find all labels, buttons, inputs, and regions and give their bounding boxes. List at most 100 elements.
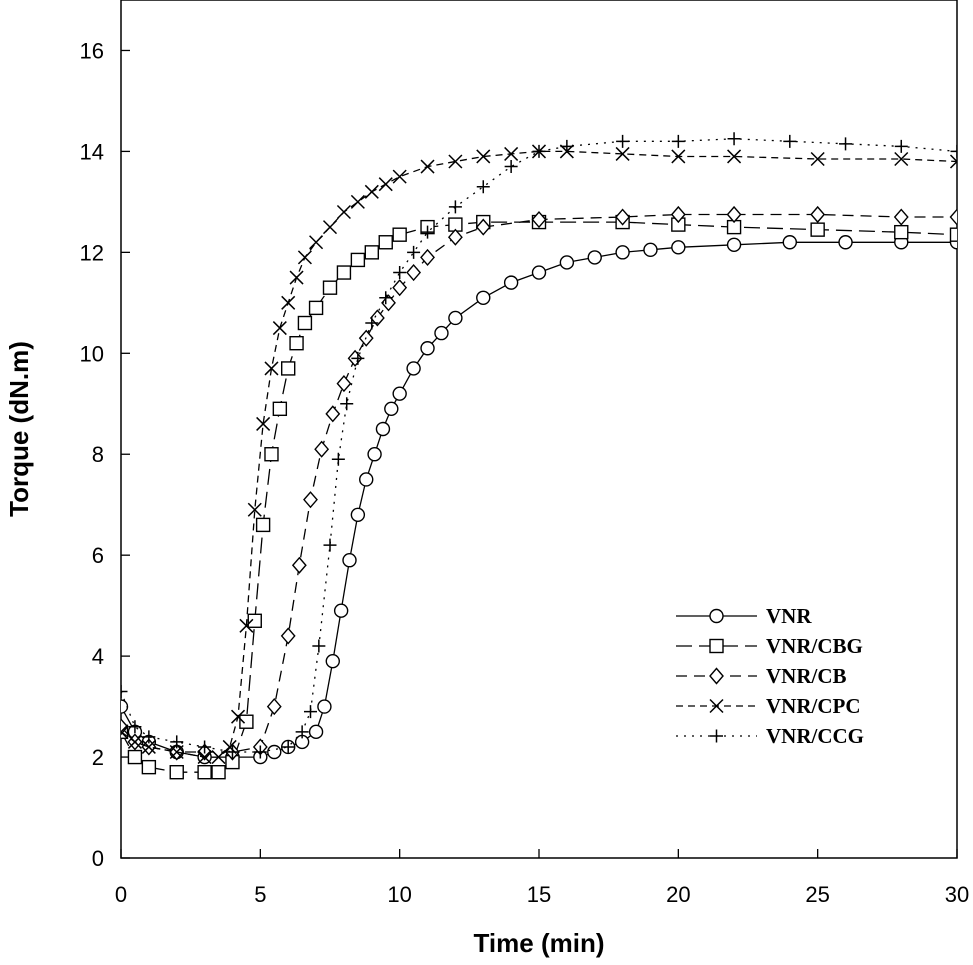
data-point-vnr-cbg [197, 765, 212, 780]
x-tick-label: 5 [254, 882, 266, 907]
data-point-vnr-cb [266, 698, 282, 716]
legend-label-vnr-cb: VNR/CB [766, 664, 847, 688]
y-axis-ticks: 0 2 4 6 8 10 12 14 16 [80, 38, 130, 871]
legend-marker-vnr-ccg [710, 729, 723, 743]
data-point-vnr [406, 361, 421, 376]
data-point-vnr [392, 386, 407, 401]
data-point-vnr-cb [447, 228, 463, 246]
data-point-vnr [615, 245, 630, 260]
series-line-vnr-cbg [121, 221, 957, 773]
data-point-vnr-ccg [560, 139, 574, 153]
data-point-vnr-cbg [247, 613, 262, 628]
data-point-vnr-ccg [312, 639, 326, 653]
data-point-vnr-cbg [281, 361, 296, 376]
data-point-vnr-cb [280, 627, 296, 645]
data-point-vnr-ccg [351, 351, 365, 365]
legend-label-vnr-cpc: VNR/CPC [766, 694, 861, 718]
data-point-vnr-cpc [671, 149, 686, 164]
data-point-vnr-cb [670, 205, 686, 224]
data-point-vnr [448, 310, 463, 326]
data-point-vnr-cpc [392, 169, 407, 184]
data-point-vnr-ccg [379, 291, 393, 305]
data-point-vnr-cbg [289, 336, 304, 351]
series-line-vnr-ccg [121, 138, 957, 753]
data-point-vnr-cbg [364, 245, 379, 260]
y-tick-label: 4 [92, 644, 104, 669]
data-point-vnr-cbg [239, 714, 254, 729]
legend-marker-vnr-cb [709, 667, 724, 685]
data-point-vnr-cpc [378, 177, 393, 192]
data-point-vnr-cpc [247, 502, 262, 517]
legend-label-vnr-ccg: VNR/CCG [766, 724, 864, 748]
y-tick-label: 8 [92, 442, 104, 467]
data-point-vnr-cpc [949, 154, 957, 169]
data-point-vnr-ccg [476, 180, 490, 194]
data-point-vnr-cpc [197, 750, 212, 765]
data-point-vnr-ccg [295, 725, 309, 739]
data-point-vnr-cbg [121, 724, 129, 740]
legend-marker-vnr-cpc [709, 698, 724, 714]
data-point-vnr-cpc [727, 149, 742, 164]
data-point-vnr [317, 699, 332, 714]
data-point-vnr-ccg [504, 160, 518, 174]
data-point-vnr-ccg [331, 452, 345, 466]
x-axis-ticks: 0 5 10 15 20 25 30 [115, 849, 969, 907]
data-point-vnr [121, 699, 129, 714]
data-point-vnr-cb [531, 210, 547, 229]
data-point-vnr-cb [475, 218, 491, 236]
data-point-vnr-cb [949, 208, 957, 226]
data-point-vnr-cb [726, 205, 742, 224]
y-tick-label: 16 [80, 38, 104, 63]
data-point-vnr [782, 235, 797, 250]
data-point-vnr-ccg [727, 132, 741, 146]
data-point-vnr-cpc [239, 618, 254, 633]
data-point-vnr-cpc [420, 159, 435, 174]
x-tick-label: 25 [805, 882, 829, 907]
x-axis-title: Time (min) [474, 928, 605, 958]
legend-marker-vnr [709, 608, 724, 624]
data-point-vnr-cpc [504, 146, 519, 161]
data-point-vnr-cb [291, 556, 307, 574]
x-tick-label: 0 [115, 882, 127, 907]
data-point-vnr-ccg [121, 684, 128, 698]
data-point-vnr-cbg [127, 749, 143, 765]
data-point-vnr [375, 421, 391, 437]
data-point-vnr-cbg [949, 227, 957, 242]
data-point-vnr [434, 325, 449, 341]
data-point-vnr-cbg [255, 517, 271, 533]
data-point-vnr [267, 744, 282, 760]
data-point-vnr-cpc [297, 250, 312, 265]
data-point-vnr [384, 401, 399, 417]
data-point-vnr-cpc [364, 184, 379, 199]
y-tick-label: 12 [80, 240, 104, 265]
data-point-vnr [643, 242, 658, 258]
data-point-vnr-cbg [308, 300, 324, 316]
data-point-vnr-ccg [532, 144, 546, 158]
data-point-vnr-cb [810, 205, 826, 224]
data-point-vnr-ccg [393, 266, 407, 280]
data-point-vnr-ccg [323, 538, 337, 552]
data-point-vnr-ccg [448, 200, 462, 214]
data-point-vnr-ccg [407, 245, 421, 259]
data-point-vnr-cbg [392, 227, 407, 242]
data-point-vnr [367, 447, 382, 462]
data-point-vnr-cbg [297, 315, 313, 331]
data-point-vnr-ccg [365, 316, 379, 330]
data-point-vnr-cpc [272, 321, 287, 336]
data-point-vnr [359, 472, 374, 487]
series-vnr-cpc [121, 144, 957, 765]
data-point-vnr-ccg [950, 144, 957, 158]
data-point-vnr-cb [369, 309, 385, 327]
data-point-vnr-ccg [170, 735, 184, 749]
data-point-vnr-cpc [322, 220, 338, 235]
data-point-vnr-cbg [894, 224, 909, 240]
data-point-vnr-ccg [616, 134, 630, 148]
data-point-vnr-cb [893, 208, 909, 226]
data-point-vnr [503, 275, 519, 290]
data-point-vnr-cbg [336, 265, 352, 280]
data-point-vnr-ccg [421, 225, 435, 239]
x-tick-label: 30 [945, 882, 969, 907]
data-point-vnr-cpc [264, 361, 279, 376]
data-point-vnr-cpc [169, 744, 184, 760]
